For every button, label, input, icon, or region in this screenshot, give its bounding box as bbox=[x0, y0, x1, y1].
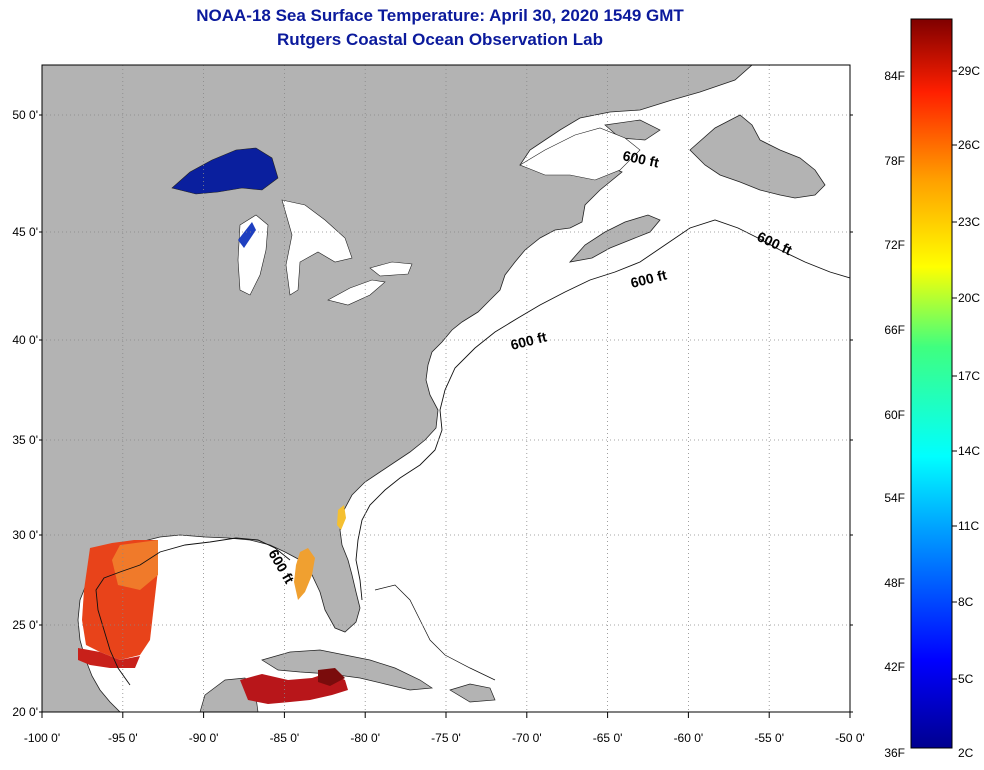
colorbar-celsius-labels: 29C 26C 23C 20C 17C 14C 11C 8C 5C 2C bbox=[958, 64, 980, 760]
colorbar-c-label: 23C bbox=[958, 215, 980, 229]
isobath-600ft-gulf bbox=[95, 537, 291, 686]
colorbar-f-label: 84F bbox=[884, 69, 905, 83]
latitude-tick-label: 45 0' bbox=[12, 225, 38, 239]
isobath-600ft-north bbox=[355, 219, 850, 601]
latitude-tick-label: 30 0' bbox=[12, 528, 38, 542]
lake-superior bbox=[171, 147, 279, 195]
colorbar-fahrenheit-labels: 84F 78F 72F 66F 60F 54F 48F 42F 36F bbox=[884, 69, 905, 760]
longitude-tick-label: -95 0' bbox=[108, 731, 138, 745]
colorbar-c-label: 5C bbox=[958, 672, 974, 686]
lake-michigan-cold bbox=[238, 222, 256, 248]
colorbar-f-label: 72F bbox=[884, 238, 905, 252]
sst-caribbean-hot bbox=[318, 668, 345, 686]
colorbar-f-label: 66F bbox=[884, 323, 905, 337]
sst-gulf-west-warm bbox=[112, 540, 158, 590]
graticule bbox=[42, 65, 850, 712]
temperature-colorbar bbox=[910, 18, 953, 749]
longitude-tick-label: -65 0' bbox=[593, 731, 623, 745]
longitude-tick-label: -60 0' bbox=[674, 731, 704, 745]
latitude-tick-label: 25 0' bbox=[12, 618, 38, 632]
colorbar-f-label: 54F bbox=[884, 491, 905, 505]
latitude-axis: 50 0' 45 0' 40 0' 35 0' 30 0' 25 0' 20 0' bbox=[12, 108, 853, 719]
longitude-tick-label: -55 0' bbox=[754, 731, 784, 745]
latitude-tick-label: 35 0' bbox=[12, 433, 38, 447]
colorbar-f-label: 42F bbox=[884, 660, 905, 674]
longitude-tick-label: -80 0' bbox=[350, 731, 380, 745]
longitude-axis: -100 0' -95 0' -90 0' -85 0' -80 0' -75 0' -70… bbox=[24, 712, 865, 745]
lake-erie bbox=[327, 279, 386, 306]
colorbar-f-label: 60F bbox=[884, 408, 905, 422]
map-title: NOAA-18 Sea Surface Temperature: April 3… bbox=[196, 6, 684, 25]
longitude-tick-label: -70 0' bbox=[512, 731, 542, 745]
st-lawrence-water bbox=[519, 127, 641, 181]
colorbar-f-label: 48F bbox=[884, 576, 905, 590]
hispaniola-land bbox=[449, 683, 496, 703]
latitude-tick-label: 20 0' bbox=[12, 705, 38, 719]
longitude-tick-label: -90 0' bbox=[189, 731, 219, 745]
isobath-600ft-bahamas bbox=[374, 584, 496, 681]
colorbar-f-label: 36F bbox=[884, 746, 905, 760]
contour-label: 600 ft bbox=[621, 147, 660, 170]
sst-gulf-south-edge bbox=[78, 648, 140, 668]
longitude-tick-label: -50 0' bbox=[835, 731, 865, 745]
colorbar-c-label: 11C bbox=[958, 519, 979, 533]
colorbar-c-label: 2C bbox=[958, 746, 974, 760]
colorbar-c-label: 26C bbox=[958, 138, 980, 152]
colorbar-c-label: 14C bbox=[958, 444, 980, 458]
longitude-tick-label: -75 0' bbox=[431, 731, 461, 745]
sst-florida-west bbox=[294, 548, 315, 600]
lake-huron bbox=[281, 199, 353, 296]
nova-scotia-land bbox=[568, 214, 661, 263]
colorbar-c-label: 17C bbox=[958, 369, 980, 383]
latitude-tick-label: 40 0' bbox=[12, 333, 38, 347]
colorbar-c-label: 20C bbox=[958, 291, 980, 305]
colorbar-f-label: 78F bbox=[884, 154, 905, 168]
sst-florida-east-strip bbox=[337, 505, 346, 530]
cuba-land bbox=[261, 649, 434, 691]
colorbar-c-label: 29C bbox=[958, 64, 980, 78]
colorbar-ticks bbox=[952, 70, 957, 680]
latitude-tick-label: 50 0' bbox=[12, 108, 38, 122]
lake-ontario bbox=[369, 261, 413, 277]
newfoundland-land bbox=[689, 114, 826, 199]
colorbar-c-label: 8C bbox=[958, 595, 974, 609]
longitude-tick-label: -100 0' bbox=[24, 731, 60, 745]
longitude-tick-label: -85 0' bbox=[270, 731, 300, 745]
map-subtitle: Rutgers Coastal Ocean Observation Lab bbox=[277, 30, 603, 49]
